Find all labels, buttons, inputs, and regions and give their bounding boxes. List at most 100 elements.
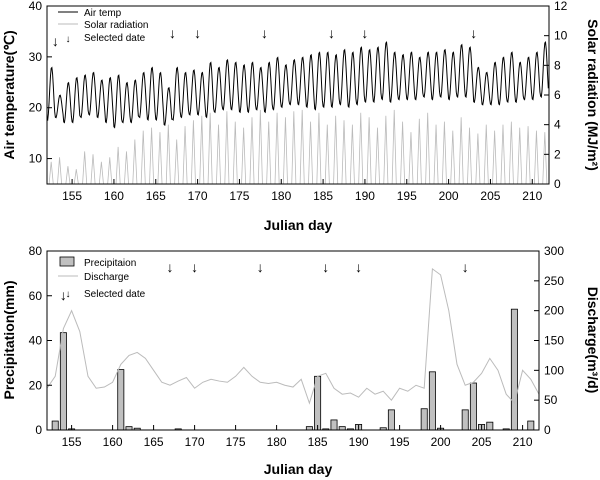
legend-label-selected-date: Selected date (84, 289, 146, 300)
solar-radiation-peak (408, 132, 414, 185)
legend-label-discharge: Discharge (84, 272, 129, 283)
selected-date-arrow: ↓ (60, 287, 67, 303)
x-tick-label: 160 (103, 435, 123, 449)
solar-radiation-peak (199, 115, 205, 185)
selected-date-arrows: ↓↓↓↓↓↓↓↓ (60, 259, 469, 303)
y-axis-ticks-right: 0 2 4 6 8 10 12 (544, 0, 568, 191)
y-tick-label: 30 (29, 50, 43, 64)
x-tick-label: 205 (472, 435, 492, 449)
selected-date-arrow: ↓ (328, 25, 335, 41)
solar-radiation-peak (98, 161, 104, 185)
solar-radiation-peak (425, 112, 431, 185)
precipitation-bar (59, 332, 67, 431)
x-tick-label: 180 (271, 189, 291, 203)
solar-radiation-peak (349, 124, 355, 185)
y-tick-label: 10 (29, 152, 43, 166)
x-tick-label: 170 (188, 189, 208, 203)
selected-date-arrow: ↓ (257, 259, 264, 275)
selected-date-arrow: ↓ (361, 25, 368, 41)
precipitation-bars (51, 308, 535, 431)
x-axis-ticks: 155 160 165 170 175 180 185 190 195 200 205 210 (62, 179, 543, 203)
solar-radiation-peak (224, 111, 230, 185)
solar-radiation-peak (316, 112, 322, 185)
selected-date-arrow: ↓ (470, 25, 477, 41)
y-right-tick-label: 200 (544, 304, 564, 318)
solar-radiation-peak (517, 127, 523, 185)
legend-swatch-selected-date: ↓ (66, 34, 71, 45)
solar-radiation-peak (266, 121, 272, 185)
precipitation-bar (330, 419, 338, 431)
solar-radiation-peak (366, 117, 372, 185)
solar-radiation-peak (241, 127, 247, 185)
y-axis-title-right: Discharge(m³/d) (585, 287, 600, 394)
solar-radiation-peak (149, 127, 155, 185)
solar-radiation-peak (324, 124, 330, 185)
y-right-tick-label: 0 (554, 177, 561, 191)
x-tick-label: 165 (146, 189, 166, 203)
legend-label-selected-date: Selected date (84, 33, 146, 44)
y-axis-title-right: Solar radiation (MJ/m²) (585, 19, 600, 171)
x-tick-label: 170 (185, 435, 205, 449)
solar-radiation-peak (257, 109, 263, 185)
solar-radiation-peak (483, 124, 489, 185)
selected-date-arrow: ↓ (462, 259, 469, 275)
air-temp-series (46, 41, 549, 129)
selected-date-arrow: ↓ (167, 259, 174, 275)
selected-date-arrow: ↓ (169, 25, 176, 41)
x-tick-label: 185 (313, 189, 333, 203)
y-tick-label: 40 (29, 334, 43, 348)
y-right-tick-label: 250 (544, 274, 564, 288)
solar-radiation-peak (132, 139, 138, 185)
solar-radiation-peak (492, 130, 498, 185)
solar-radiation-peak (190, 120, 196, 185)
y-tick-label: 20 (29, 378, 43, 392)
solar-radiation-peak (433, 124, 439, 185)
x-tick-label: 190 (349, 435, 369, 449)
precipitation-bar (387, 409, 395, 431)
solar-radiation-peak (333, 115, 339, 185)
solar-radiation-peak (57, 157, 63, 185)
legend-label-air-temp: Air temp (84, 8, 122, 19)
precipitation-bar (469, 382, 477, 431)
solar-radiation-peak (358, 112, 364, 185)
x-tick-label: 205 (480, 189, 500, 203)
y-right-tick-label: 100 (544, 363, 564, 377)
x-tick-label: 190 (355, 189, 375, 203)
x-tick-label: 165 (144, 435, 164, 449)
legend: Precipitaion Discharge Selected date (58, 256, 146, 300)
solar-radiation-peak (308, 121, 314, 185)
solar-radiation-peak (391, 109, 397, 185)
y-right-tick-label: 4 (554, 118, 561, 132)
solar-radiation-peak (475, 133, 481, 185)
solar-radiation-peak (174, 139, 180, 185)
y-axis-ticks-left: 0 20 40 60 80 (29, 244, 52, 437)
y-right-tick-label: 8 (554, 58, 561, 72)
selected-date-arrow: ↓ (191, 259, 198, 275)
x-axis-title: Julian day (264, 461, 333, 477)
selected-date-arrows: ↓↓↓↓↓↓↓↓ (52, 25, 477, 49)
y-right-tick-label: 10 (554, 29, 568, 43)
precipitation-bar (486, 421, 494, 431)
solar-radiation-peak (90, 154, 96, 185)
y-tick-label: 40 (29, 0, 43, 13)
x-tick-label: 175 (226, 435, 246, 449)
x-tick-label: 195 (390, 435, 410, 449)
y-axis-ticks-left: 10 20 30 40 (29, 0, 52, 166)
y-right-tick-label: 0 (544, 423, 551, 437)
y-tick-label: 60 (29, 289, 43, 303)
solar-radiation-peak (107, 157, 113, 185)
solar-radiation-peak (542, 132, 548, 185)
solar-radiation-peak (441, 121, 447, 185)
y-tick-label: 0 (35, 423, 42, 437)
legend-label-precipitation: Precipitaion (84, 258, 136, 269)
y-right-tick-label: 12 (554, 0, 568, 13)
y-right-tick-label: 300 (544, 244, 564, 258)
precipitation-bar (305, 426, 313, 431)
solar-radiation-peak (299, 109, 305, 185)
y-right-tick-label: 50 (544, 393, 558, 407)
y-axis-ticks-right: 0 50 100 150 200 250 300 (534, 244, 564, 437)
solar-radiation-peak (500, 124, 506, 185)
solar-radiation-peak (374, 127, 380, 185)
solar-radiation-peak (140, 130, 146, 185)
